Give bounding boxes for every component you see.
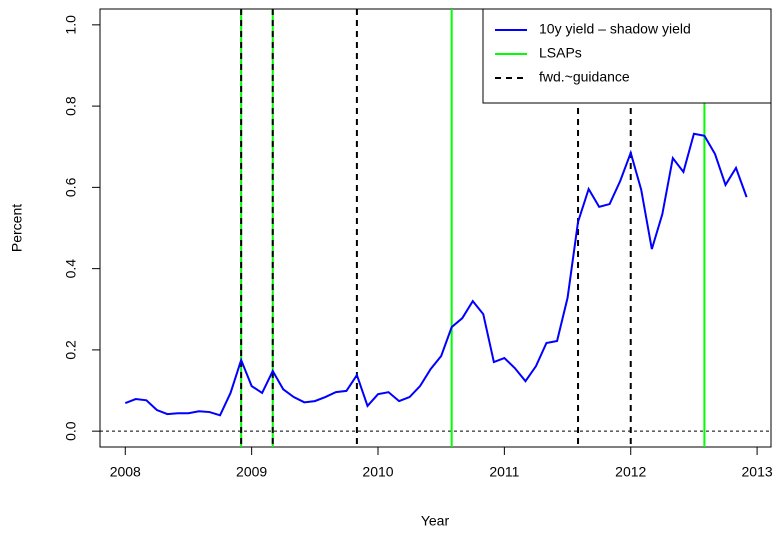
x-tick-label: 2012 (615, 464, 646, 480)
y-axis-label: Percent (9, 204, 25, 252)
y-tick-label: 0.0 (63, 421, 79, 441)
y-tick-label: 0.6 (63, 177, 79, 197)
y-tick-label: 0.2 (63, 340, 79, 360)
y-tick-label: 0.8 (63, 96, 79, 116)
series-line (124, 132, 748, 417)
legend-label: fwd.~guidance (539, 69, 630, 85)
legend-label: LSAPs (539, 45, 582, 61)
x-tick-label: 2008 (110, 464, 141, 480)
x-tick-label: 2010 (362, 464, 393, 480)
legend-box (482, 8, 772, 104)
x-tick-label: 2009 (236, 464, 267, 480)
x-tick-label: 2011 (489, 464, 519, 480)
y-tick-label: 1.0 (63, 15, 79, 35)
x-axis-label: Year (421, 513, 450, 529)
x-tick-label: 2013 (742, 464, 773, 480)
y-tick-label: 0.4 (63, 259, 79, 279)
legend-label: 10y yield – shadow yield (539, 21, 691, 37)
